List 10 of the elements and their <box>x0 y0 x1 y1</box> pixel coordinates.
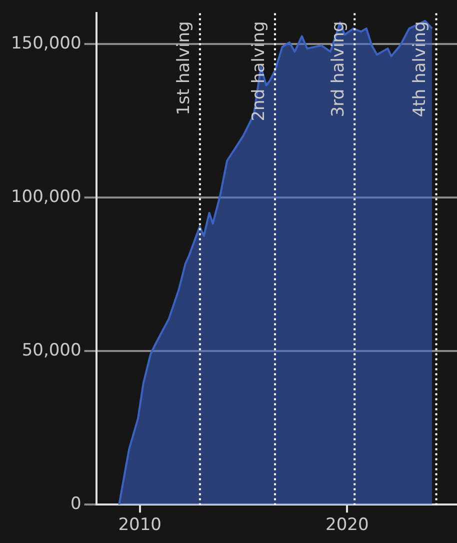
y-tick-label: 100,000 <box>10 186 82 207</box>
y-tick-label: 150,000 <box>10 33 82 54</box>
ref-line-label: 1st halving <box>174 21 194 116</box>
x-tick-label: 2010 <box>118 515 162 536</box>
y-tick-label: 50,000 <box>22 340 82 360</box>
ref-line-label: 3rd halving <box>328 21 349 118</box>
ref-line-label: 4th halving <box>410 21 430 118</box>
x-tick-label: 2020 <box>326 515 369 536</box>
y-tick-label: 0 <box>70 494 82 514</box>
ref-line-label: 2nd halving <box>248 21 269 122</box>
